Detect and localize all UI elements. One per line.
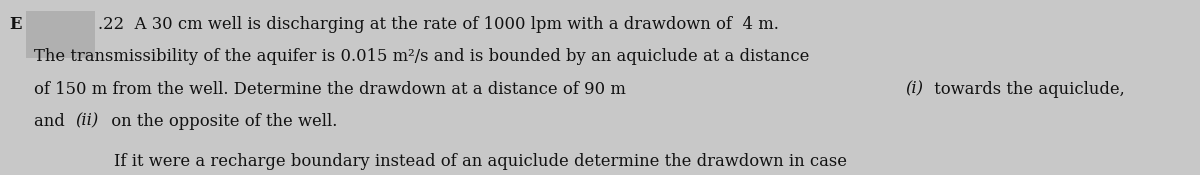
Text: and: and [34,113,70,130]
FancyBboxPatch shape [26,10,95,58]
Text: towards the aquiclude,: towards the aquiclude, [929,80,1124,97]
Text: The transmissibility of the aquifer is 0.015 m²/s and is bounded by an aquiclude: The transmissibility of the aquifer is 0… [34,48,809,65]
Text: E: E [10,16,22,33]
Text: on the opposite of the well.: on the opposite of the well. [106,113,337,130]
Text: of 150 m from the well. Determine the drawdown at a distance of 90 m: of 150 m from the well. Determine the dr… [34,80,631,97]
Text: If it were a recharge boundary instead of an aquiclude determine the drawdown in: If it were a recharge boundary instead o… [72,153,847,170]
Text: .22  A 30 cm well is discharging at the rate of 1000 lpm with a drawdown of  4 m: .22 A 30 cm well is discharging at the r… [98,16,779,33]
Text: (i): (i) [905,80,923,97]
Text: (ii): (ii) [76,113,98,130]
